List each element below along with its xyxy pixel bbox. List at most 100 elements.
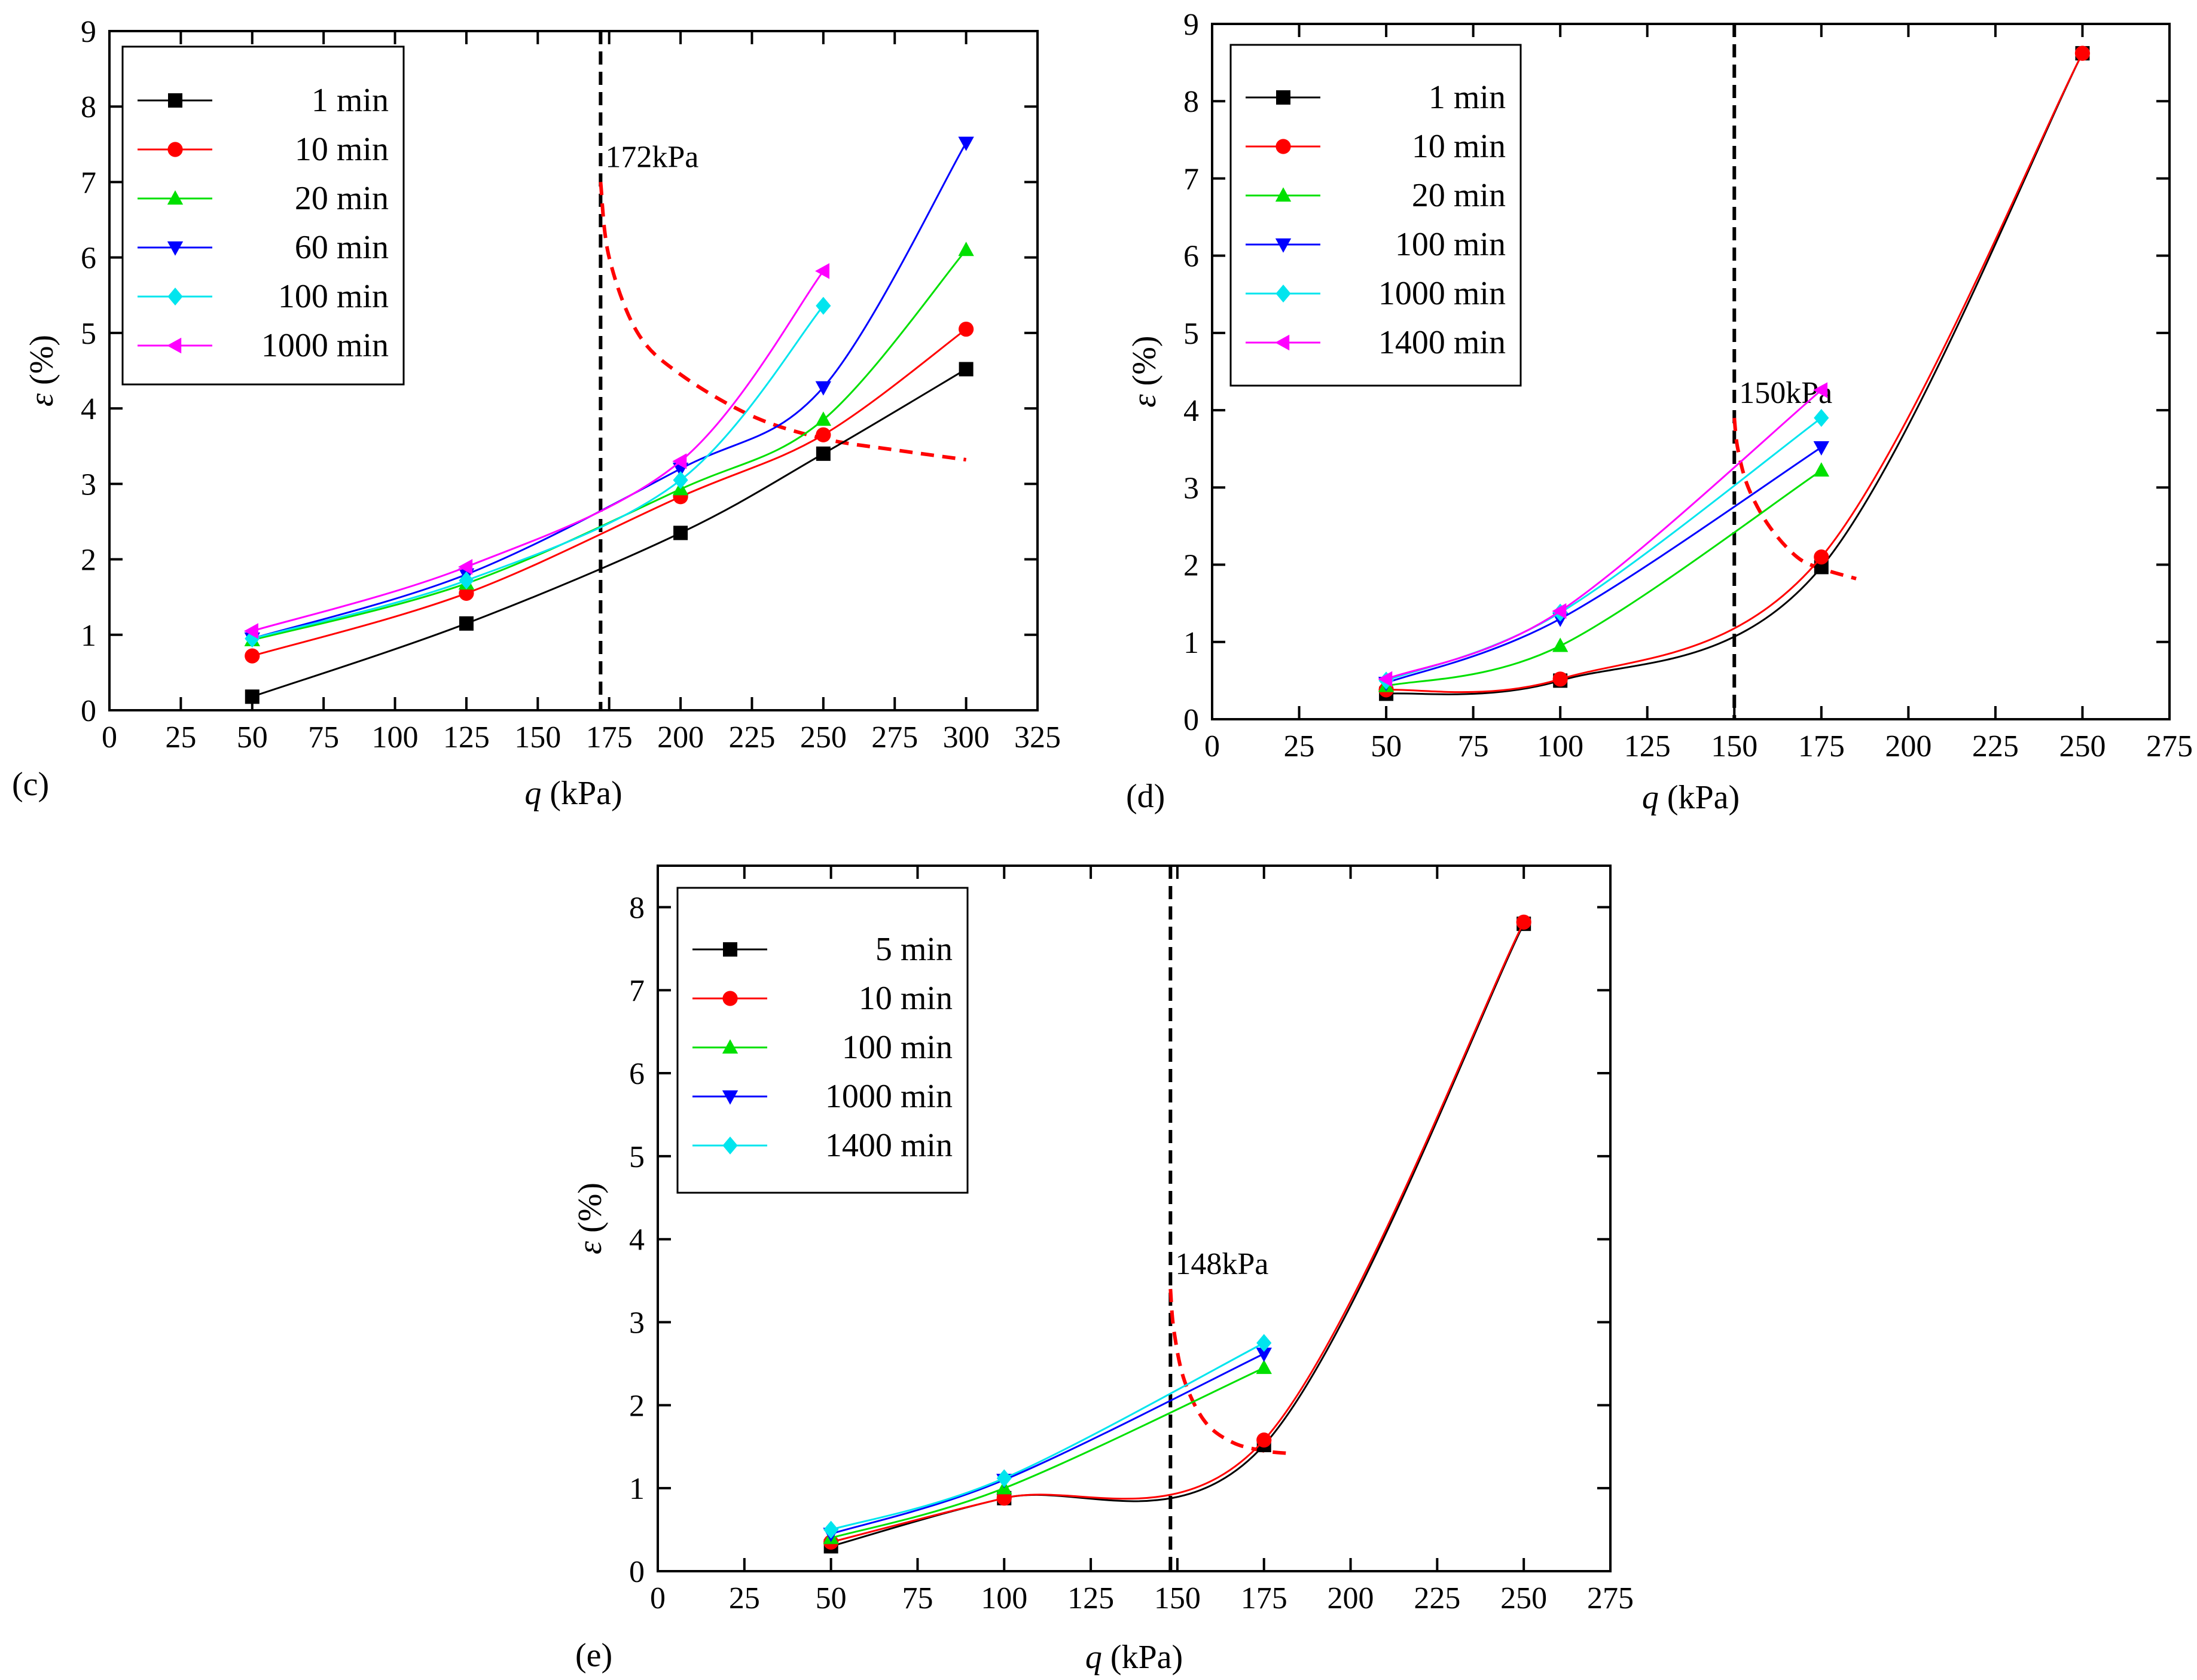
x-tick-label: 175 [586,720,633,755]
y-tick-label: 2 [1183,549,1199,583]
legend-label: 1000 min [261,327,389,364]
y-axis-label: ε (%) [1126,335,1163,407]
data-point [958,242,974,256]
legend-marker [1275,334,1290,351]
x-tick-label: 75 [1458,729,1489,763]
y-tick-label: 2 [81,543,96,578]
legend-marker [722,1090,739,1105]
legend-marker [167,241,184,256]
x-tick-label: 50 [816,1581,847,1615]
x-tick-label: 25 [1284,729,1315,763]
data-point [1814,409,1829,427]
x-tick-label: 150 [1711,729,1757,763]
legend-label: 1 min [1429,79,1506,116]
data-point [245,648,260,664]
data-point [996,1490,1012,1506]
series-1400-min [1378,382,1828,688]
x-tick-label: 100 [1537,729,1583,763]
x-tick-label: 250 [800,720,847,755]
data-point [823,1520,839,1539]
legend-label: 100 min [278,278,389,315]
legend-marker [1275,238,1292,253]
series-line [831,1352,1265,1535]
data-point [1256,1432,1272,1448]
y-tick-label: 3 [1183,471,1199,505]
data-point [673,471,688,490]
threshold-curve [599,182,967,462]
legend-label: 1000 min [825,1078,953,1115]
legend-marker [1275,187,1292,202]
legend-label: 10 min [859,980,953,1017]
y-tick-label: 7 [81,166,96,200]
y-tick-label: 6 [1183,240,1199,274]
series-line [1386,389,1822,680]
x-tick-label: 25 [729,1581,760,1615]
legend-marker [723,942,737,957]
data-point [672,453,687,469]
y-tick-label: 5 [81,317,96,351]
x-tick-label: 100 [981,1581,1027,1615]
legend-marker [1276,90,1290,105]
data-point [1256,1334,1272,1352]
series-line [831,1367,1265,1539]
series-1-min [245,362,974,704]
x-tick-label: 0 [650,1581,666,1615]
legend-marker [168,93,182,108]
x-tick-label: 75 [902,1581,933,1615]
x-tick-label: 275 [2146,729,2193,763]
data-point [816,427,831,442]
x-tick-label: 50 [1371,729,1402,763]
x-tick-label: 125 [1067,1581,1114,1615]
y-tick-label: 1 [81,619,96,653]
x-tick-label: 325 [1014,720,1061,755]
data-point [459,616,474,631]
x-tick-label: 25 [165,720,196,755]
series-line [252,368,967,698]
series-10-min [1378,45,2091,698]
y-tick-label: 8 [1183,85,1199,119]
data-point [1552,603,1567,619]
series-line [252,328,967,657]
data-point [815,381,832,396]
data-point [243,623,258,639]
data-point [1378,671,1393,688]
x-tick-label: 150 [514,720,561,755]
series-10-min [823,914,1531,1550]
y-axis-label: ε (%) [23,335,60,407]
y-tick-label: 6 [629,1057,645,1091]
y-tick-label: 9 [81,15,96,49]
series-line [1386,469,1822,687]
series-1000-min [243,263,830,639]
threshold-label: 148kPa [1175,1247,1268,1281]
y-axis-label: ε (%) [572,1183,609,1254]
data-point [816,297,831,315]
data-point [1256,1348,1272,1363]
legend-label: 100 min [1395,226,1506,263]
legend-marker [167,337,182,354]
legend-label: 60 min [295,229,389,266]
x-tick-label: 125 [443,720,490,755]
y-tick-label: 0 [81,694,96,728]
y-tick-label: 0 [629,1555,645,1589]
data-point [815,263,830,279]
data-point [459,571,474,589]
chart-panel-2: 0 25 50 75 100 125 150 175 200 225 250 275 0 1 2 3 4 5 6 7 8… [572,865,1634,1676]
series-line [252,305,825,640]
panel-label: (e) [575,1637,612,1674]
legend-label: 1 min [312,82,389,119]
threshold-label: 172kPa [605,140,698,174]
data-point [1813,441,1830,456]
data-point [815,411,832,426]
legend-marker [167,142,183,157]
y-tick-label: 5 [1183,317,1199,351]
y-tick-label: 3 [81,468,96,502]
y-tick-label: 5 [629,1140,645,1174]
data-point [959,362,974,377]
data-point [1552,671,1568,687]
legend-label: 1000 min [1378,275,1506,312]
legend-marker [1276,285,1291,303]
legend-marker [722,991,738,1006]
x-tick-label: 250 [2059,729,2106,763]
x-axis-label: q (kPa) [1085,1639,1183,1676]
